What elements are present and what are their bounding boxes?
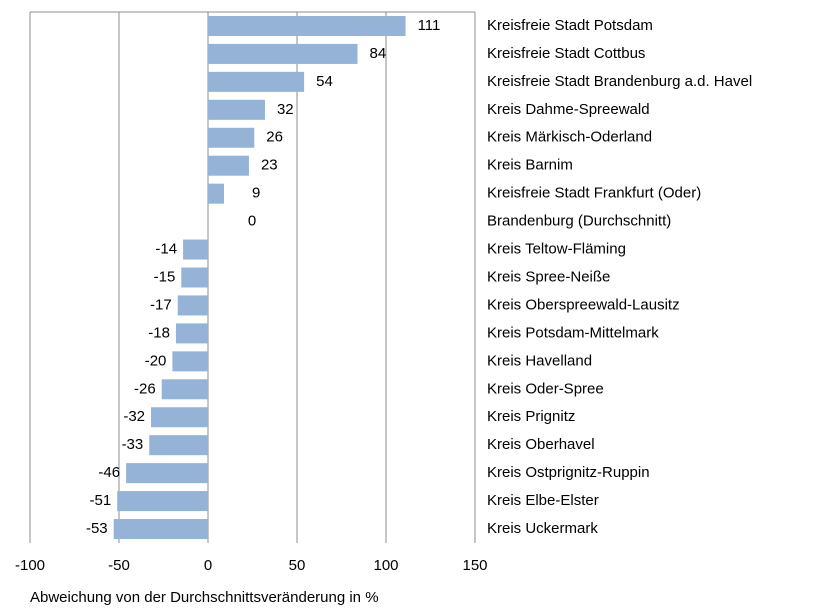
bar xyxy=(181,267,208,288)
category-label: Kreis Teltow-Fläming xyxy=(487,241,626,258)
category-label: Kreis Ostprignitz-Ruppin xyxy=(487,464,650,481)
x-tick-label: 150 xyxy=(462,557,487,574)
bar xyxy=(113,519,208,540)
category-label: Kreisfreie Stadt Cottbus xyxy=(487,45,645,62)
value-label: 0 xyxy=(248,213,256,230)
category-label: Kreis Spree-Neiße xyxy=(487,268,610,285)
value-label: -26 xyxy=(134,380,156,397)
bar xyxy=(117,491,208,512)
bar xyxy=(183,239,208,260)
bar xyxy=(208,183,225,204)
value-label: -53 xyxy=(86,520,108,537)
bar xyxy=(208,99,265,120)
value-label: -33 xyxy=(122,436,144,453)
category-label: Kreis Märkisch-Oderland xyxy=(487,129,652,146)
value-label: 54 xyxy=(316,73,333,90)
value-label: 111 xyxy=(418,17,441,34)
x-tick-label: -50 xyxy=(108,557,130,574)
bar xyxy=(149,435,208,456)
value-label: 32 xyxy=(277,101,294,118)
value-label: -51 xyxy=(90,492,112,509)
bar xyxy=(126,463,208,484)
category-label: Kreis Oberhavel xyxy=(487,436,595,453)
category-label: Kreis Elbe-Elster xyxy=(487,492,599,509)
bar xyxy=(208,155,249,176)
x-tick-label: -100 xyxy=(15,557,45,574)
value-label: 26 xyxy=(266,129,283,146)
value-label: -17 xyxy=(150,296,172,313)
x-axis-title: Abweichung von der Durchschnittsveränder… xyxy=(30,589,379,606)
category-label: Kreis Potsdam-Mittelmark xyxy=(487,324,659,341)
category-label: Kreis Havelland xyxy=(487,352,592,369)
x-tick-label: 100 xyxy=(373,557,398,574)
x-tick-label: 50 xyxy=(289,557,306,574)
value-label: -18 xyxy=(148,324,170,341)
bar xyxy=(151,407,208,428)
category-label: Kreis Oder-Spree xyxy=(487,380,604,397)
value-label: -20 xyxy=(145,352,167,369)
bar xyxy=(208,127,255,148)
value-label: -32 xyxy=(123,408,145,425)
value-label: 84 xyxy=(370,45,387,62)
category-label: Kreis Prignitz xyxy=(487,408,575,425)
bar xyxy=(161,379,208,400)
bar xyxy=(175,323,208,344)
value-label: -46 xyxy=(98,464,120,481)
value-label: -15 xyxy=(154,268,176,285)
category-label: Kreis Barnim xyxy=(487,157,573,174)
bar xyxy=(172,351,208,372)
category-label: Kreis Oberspreewald-Lausitz xyxy=(487,296,680,313)
category-label: Brandenburg (Durchschnitt) xyxy=(487,213,671,230)
bar xyxy=(177,295,208,316)
category-label: Kreisfreie Stadt Frankfurt (Oder) xyxy=(487,185,701,202)
x-tick-label: 0 xyxy=(204,557,212,574)
value-label: -14 xyxy=(155,241,177,258)
category-label: Kreis Uckermark xyxy=(487,520,598,537)
category-label: Kreis Dahme-Spreewald xyxy=(487,101,650,118)
bar xyxy=(208,43,358,64)
value-label: 9 xyxy=(252,185,260,202)
bar xyxy=(208,15,406,36)
category-label: Kreisfreie Stadt Brandenburg a.d. Havel xyxy=(487,73,752,90)
bar xyxy=(208,71,305,92)
category-label: Kreisfreie Stadt Potsdam xyxy=(487,17,653,34)
value-label: 23 xyxy=(261,157,278,174)
